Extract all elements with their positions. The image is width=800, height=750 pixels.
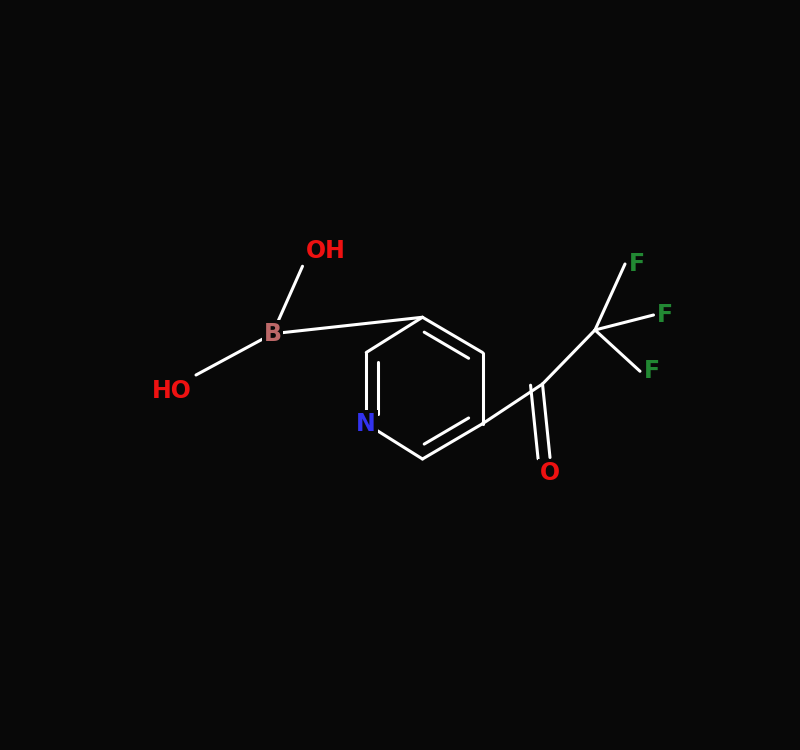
Text: F: F	[629, 252, 645, 276]
Text: F: F	[658, 303, 674, 327]
Text: O: O	[540, 461, 560, 485]
Text: F: F	[644, 359, 660, 383]
Text: B: B	[263, 322, 282, 346]
Text: OH: OH	[306, 238, 346, 262]
Text: HO: HO	[152, 379, 192, 403]
Text: N: N	[356, 412, 376, 436]
